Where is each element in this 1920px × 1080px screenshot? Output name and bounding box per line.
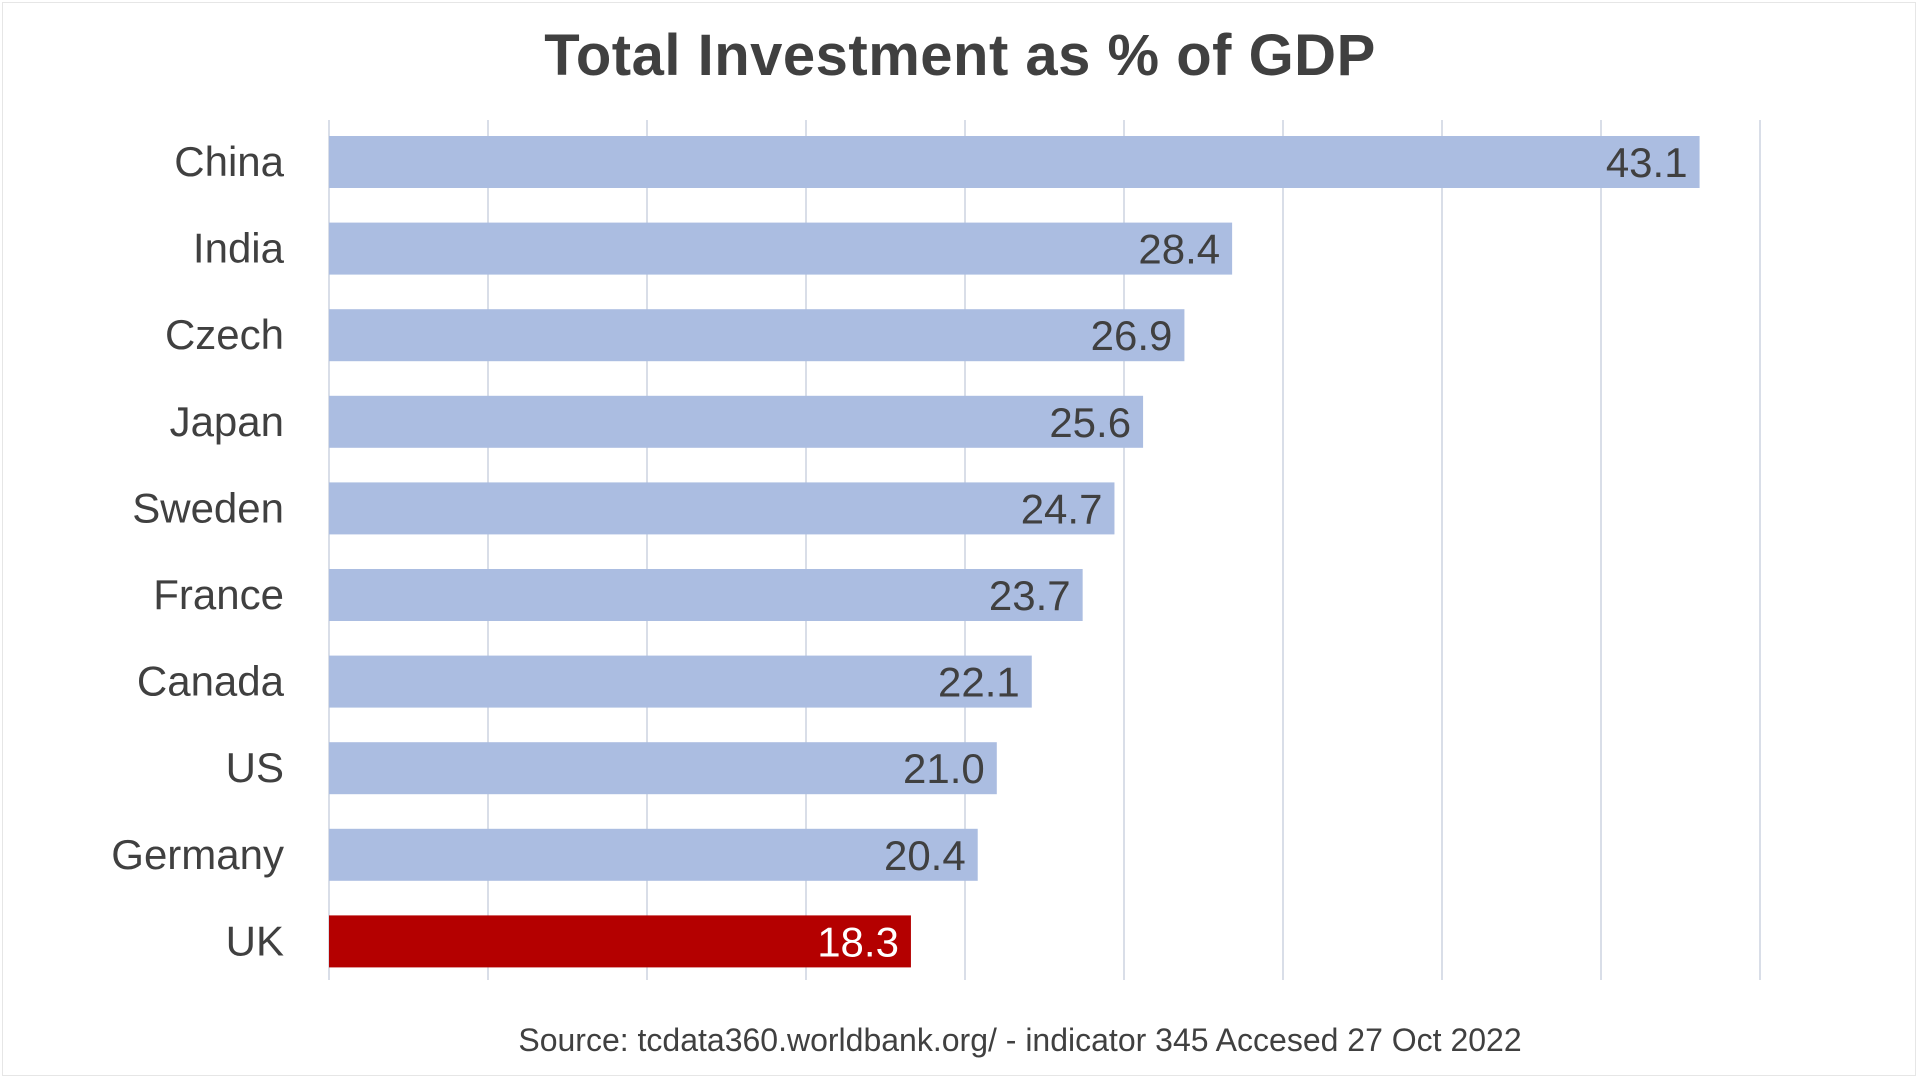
bar-us xyxy=(329,742,997,795)
category-label: Sweden xyxy=(132,484,284,531)
bar-india xyxy=(329,222,1233,275)
bar-czech xyxy=(329,309,1185,362)
category-label: Canada xyxy=(137,658,285,705)
data-label: 26.9 xyxy=(1091,312,1173,359)
data-label: 23.7 xyxy=(989,572,1071,619)
source-note: Source: tcdata360.worldbank.org/ - indic… xyxy=(518,1022,1522,1058)
category-label: China xyxy=(174,138,284,185)
category-label: US xyxy=(226,744,284,791)
bar-germany xyxy=(329,828,978,881)
data-label: 21.0 xyxy=(903,745,985,792)
data-label: 28.4 xyxy=(1138,226,1220,273)
data-label: 22.1 xyxy=(938,659,1020,706)
category-label: India xyxy=(193,225,285,272)
data-label: 18.3 xyxy=(817,918,899,965)
data-label: 20.4 xyxy=(884,832,966,879)
data-label: 25.6 xyxy=(1049,399,1131,446)
bar-china xyxy=(329,136,1700,188)
bar-france xyxy=(329,569,1083,621)
category-label: Germany xyxy=(111,831,284,878)
chart-title: Total Investment as % of GDP xyxy=(544,23,1376,88)
data-label: 24.7 xyxy=(1021,485,1103,532)
bars xyxy=(329,136,1700,968)
category-label: France xyxy=(153,571,284,618)
category-labels: China India Czech Japan Sweden France Canada US… xyxy=(111,138,284,964)
bar-canada xyxy=(329,655,1032,708)
data-label: 43.1 xyxy=(1606,139,1688,186)
category-label: Czech xyxy=(165,311,284,358)
category-label: Japan xyxy=(170,398,284,445)
data-labels: 43.1 28.4 26.9 25.6 24.7 23.7 22.1 21.0 20.4 18.3 xyxy=(817,139,1687,965)
bar-japan xyxy=(329,395,1144,448)
bar-uk xyxy=(329,915,911,968)
category-label: UK xyxy=(226,917,284,964)
bar-sweden xyxy=(329,482,1115,535)
